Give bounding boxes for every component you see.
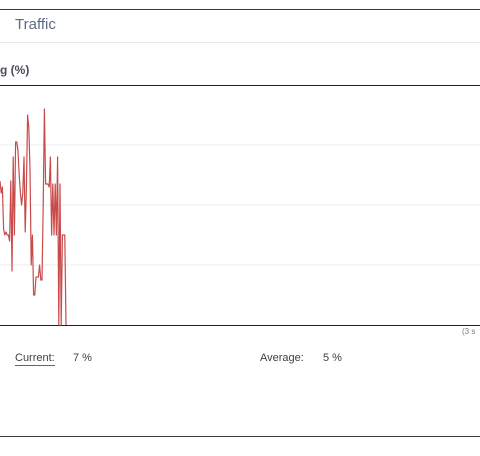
average-label: Average: — [260, 352, 304, 364]
panel-bottom-border — [0, 436, 480, 437]
chart-title: g (%) — [0, 63, 30, 77]
current-label: Current: — [15, 352, 55, 366]
current-value: 7 % — [73, 352, 92, 364]
series-line-0 — [0, 108, 67, 326]
panel-top-border — [0, 9, 480, 10]
traffic-chart — [0, 85, 480, 326]
chart-svg — [0, 85, 480, 326]
average-value: 5 % — [323, 352, 342, 364]
stats-row: Current: 7 % Average: 5 % — [0, 352, 480, 370]
tab-divider — [0, 42, 480, 43]
tab-traffic[interactable]: Traffic — [15, 16, 56, 33]
time-axis-unit: (3 s — [462, 327, 476, 336]
